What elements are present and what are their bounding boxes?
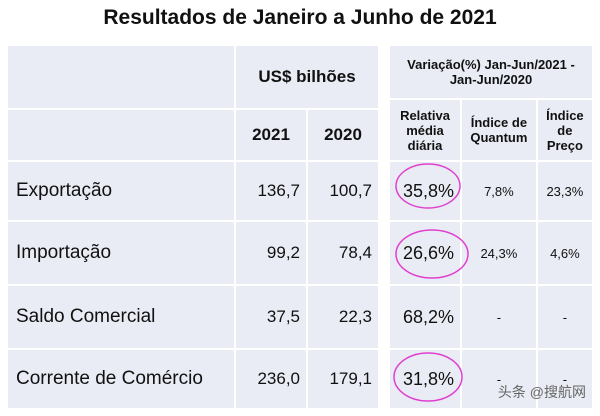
variation-table: Variação(%) Jan-Jun/2021 - Jan-Jun/2020 … (388, 44, 595, 410)
table-row: 35,8% 7,8% 23,3% (388, 160, 595, 222)
watermark: 头条 @搜航网 (497, 384, 586, 400)
year-header: 2020 (306, 108, 380, 162)
variation-header: Variação(%) Jan-Jun/2021 - Jan-Jun/2020 (388, 44, 594, 100)
table-row: Saldo Comercial 37,5 22,3 (6, 284, 380, 350)
page-title: Resultados de Janeiro a Junho de 2021 (103, 6, 497, 29)
values-table: US$ bilhões 2021 2020 Exportação 136,7 100,… (6, 44, 380, 410)
table-row: 26,6% 24,3% 4,6% (388, 220, 595, 286)
table-row: Importação 99,2 78,4 (6, 220, 380, 286)
table-row: Exportação 136,7 100,7 (6, 160, 380, 222)
year-header: 2021 (234, 108, 308, 162)
unit-header: US$ bilhões (234, 44, 380, 110)
table-row: 68,2% - - (388, 284, 595, 350)
table-row: Corrente de Comércio 236,0 179,1 (6, 348, 380, 410)
